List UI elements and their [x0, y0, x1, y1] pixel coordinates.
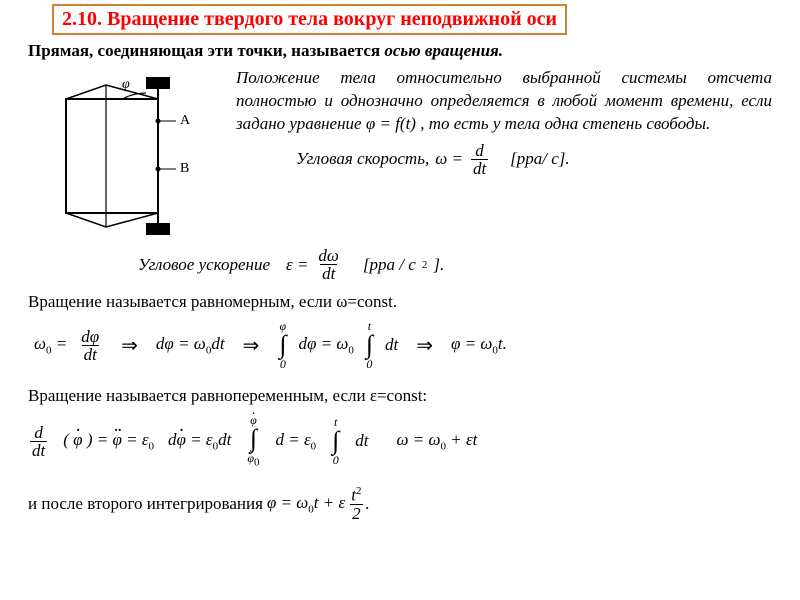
integral-phidot: φ ∫ φ0: [247, 414, 259, 468]
dphi-eq: dφ = ω0dt: [156, 334, 225, 356]
frac-num: d: [473, 142, 486, 159]
axis-definition-line: Прямая, соединяющая эти точки, называетс…: [28, 41, 772, 61]
document-page: 2.10. Вращение твердого тела вокруг непо…: [0, 0, 800, 600]
diagram-label-a: A: [180, 113, 190, 129]
omega-label: Угловая скорость,: [296, 149, 429, 169]
paragraph-position: Положение тела относительно выбранной си…: [236, 67, 772, 136]
eq2-part2: dφ = ε0dt: [168, 430, 231, 452]
w0-frac: dφ dt: [79, 328, 101, 363]
diagram-label-b: B: [180, 161, 189, 177]
int-body1: dφ = ω0: [298, 334, 353, 356]
omega-fraction: d dt: [471, 142, 488, 177]
angular-velocity-line: Угловая скорость, ω = d dt [рра/ c].: [236, 142, 772, 177]
eps-unit-b: ].: [433, 255, 444, 275]
eq2-result: ω = ω0 + εt: [397, 430, 478, 452]
eq3-frac: t2 2: [349, 486, 363, 522]
axis-def-prefix: Прямая, соединяющая эти точки, называетс…: [28, 41, 384, 60]
integral-t2: t ∫ 0: [332, 416, 339, 466]
frac-den: dt: [471, 159, 488, 177]
eq2-part3: d = ε0: [275, 430, 316, 452]
eq3-tail: .: [365, 494, 369, 514]
eps-fraction: dω dt: [316, 247, 341, 282]
variable-equation-chain: d dt ( φ ) = φ = ε0 dφ = ε0dt φ ∫ φ0 d =…: [28, 414, 772, 468]
eq2-part4: dt: [355, 431, 368, 451]
int-body2: dt: [385, 335, 398, 355]
phi-result: φ = ω0t.: [451, 334, 507, 356]
angular-accel-line: Угловое ускорение ε = dω dt [рра / c2 ].: [28, 247, 772, 282]
eq3: φ = ω0t + ε: [267, 493, 345, 515]
arrow-icon: ⇒: [121, 333, 138, 358]
frac-num-eps: dω: [316, 247, 341, 264]
uniform-rotation-line: Вращение называется равномерным, если ω=…: [28, 292, 772, 312]
arrow-icon: ⇒: [243, 333, 260, 358]
eps-unit-a: [рра / c: [363, 255, 416, 275]
rotation-diagram: φ A B: [28, 71, 218, 241]
omega-equals: ω =: [435, 149, 463, 169]
second-integration-line: и после второго интегрирования φ = ω0t +…: [28, 486, 772, 522]
variable-rotation-line: Вращение называется равнопеременным, есл…: [28, 386, 772, 406]
omega-unit: [рра/ c].: [510, 149, 570, 169]
section-title: 2.10. Вращение твердого тела вокруг непо…: [52, 4, 567, 35]
w0-sym: ω0 =: [34, 334, 67, 356]
eps-label: Угловое ускорение: [138, 255, 270, 275]
frac-den-eps: dt: [320, 264, 337, 282]
arrow-icon: ⇒: [416, 333, 433, 358]
after-text: и после второго интегрирования: [28, 494, 263, 514]
uniform-equation-chain: ω0 = dφ dt ⇒ dφ = ω0dt ⇒ φ ∫ 0 dφ = ω0 t…: [28, 320, 772, 370]
integral-t: t ∫ 0: [366, 320, 373, 370]
eq2-part1: ( φ ) = φ = ε0: [63, 430, 154, 452]
eps-equals: ε =: [286, 255, 308, 275]
integral-phi: φ ∫ 0: [279, 320, 286, 370]
diagram-label-phi: φ: [122, 77, 130, 93]
ddt-frac: d dt: [30, 424, 47, 459]
axis-def-emph: осью вращения.: [384, 41, 503, 60]
